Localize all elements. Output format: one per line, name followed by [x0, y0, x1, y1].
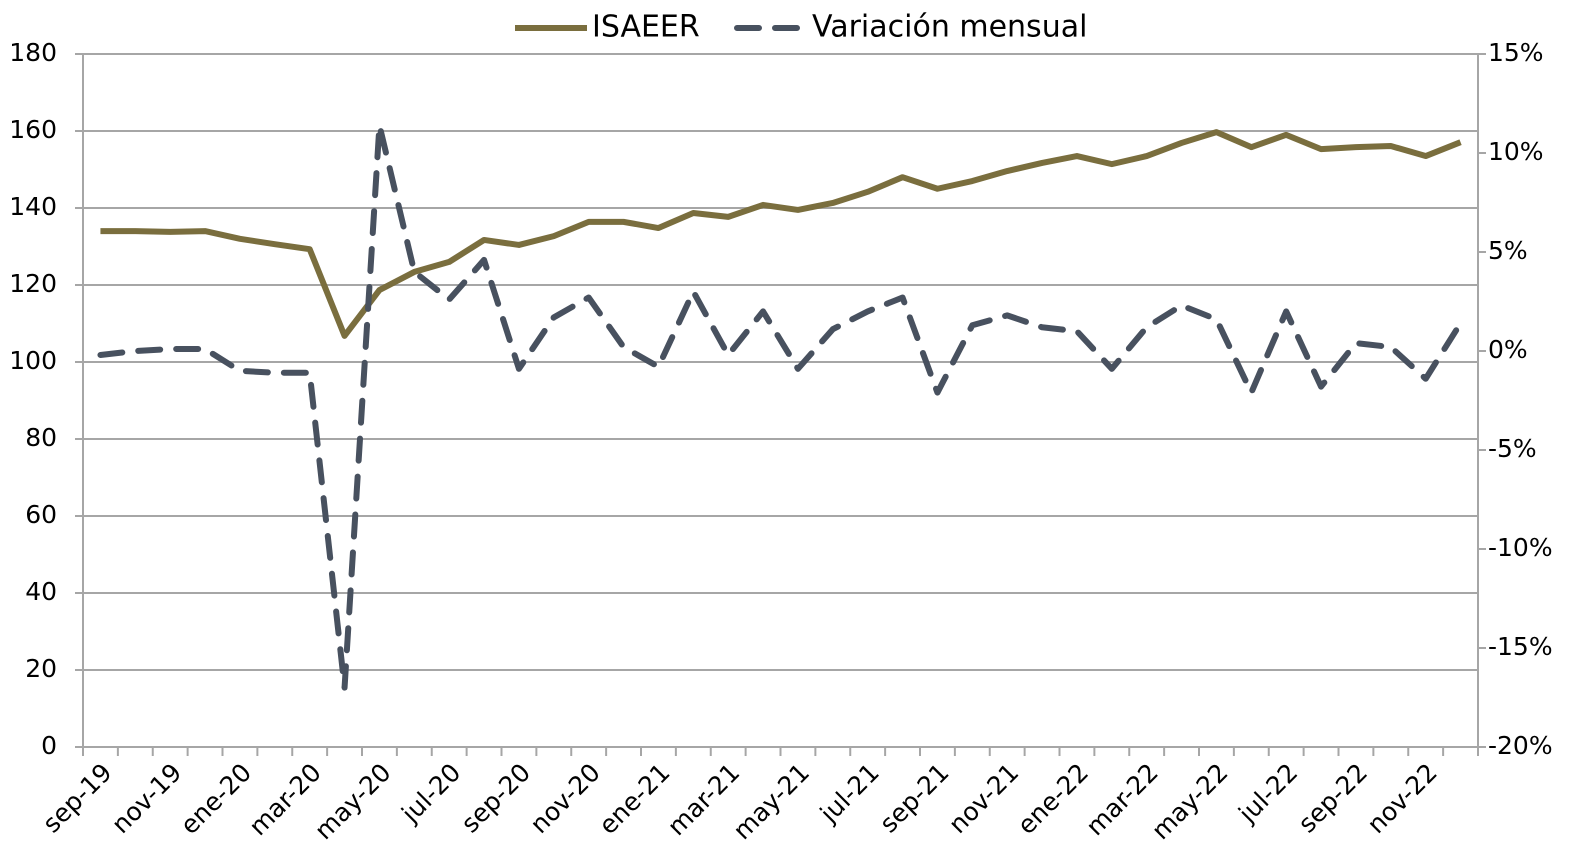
y2-tick-label: -5% — [1488, 434, 1537, 463]
x-tick-label: nov-20 — [524, 758, 605, 839]
series-line — [97, 122, 1464, 691]
y2-tick-label: 5% — [1488, 236, 1528, 265]
x-tick-label: ene-21 — [593, 758, 675, 840]
legend-label: ISAEER — [592, 10, 700, 45]
y2-tick-label: 0% — [1488, 335, 1528, 364]
x-tick-label: sep-20 — [455, 758, 536, 839]
y-tick-label: 100 — [9, 346, 57, 375]
x-tick-label: nov-19 — [106, 758, 187, 839]
legend-label: Variación mensual — [812, 10, 1087, 45]
x-tick-label: ene-20 — [175, 758, 257, 840]
x-tick-label: may-22 — [1146, 758, 1234, 846]
y-tick-label: 80 — [25, 423, 57, 452]
y-tick-label: 0 — [41, 731, 57, 760]
x-tick-label: sep-21 — [874, 758, 955, 839]
y2-tick-label: 10% — [1488, 137, 1544, 166]
y2-tick-label: -15% — [1488, 632, 1553, 661]
x-tick-label: may-20 — [309, 758, 397, 846]
y-tick-label: 20 — [25, 654, 57, 683]
x-tick-label: sep-22 — [1292, 758, 1373, 839]
y-tick-label: 140 — [9, 192, 57, 221]
x-tick-label: ene-22 — [1012, 758, 1094, 840]
series-line — [100, 129, 1462, 339]
x-tick-label: sep-19 — [37, 758, 118, 839]
x-tick-label: nov-22 — [1361, 758, 1442, 839]
y-tick-label: 60 — [25, 500, 57, 529]
x-tick-label: may-21 — [728, 758, 816, 846]
y-tick-label: 40 — [25, 577, 57, 606]
y-tick-label: 180 — [9, 38, 57, 67]
y2-tick-label: -10% — [1488, 533, 1553, 562]
y-tick-label: 120 — [9, 269, 57, 298]
y2-tick-label: 15% — [1488, 38, 1544, 67]
y-tick-label: 160 — [9, 115, 57, 144]
x-tick-label: nov-21 — [943, 758, 1024, 839]
y2-tick-label: -20% — [1488, 731, 1553, 760]
